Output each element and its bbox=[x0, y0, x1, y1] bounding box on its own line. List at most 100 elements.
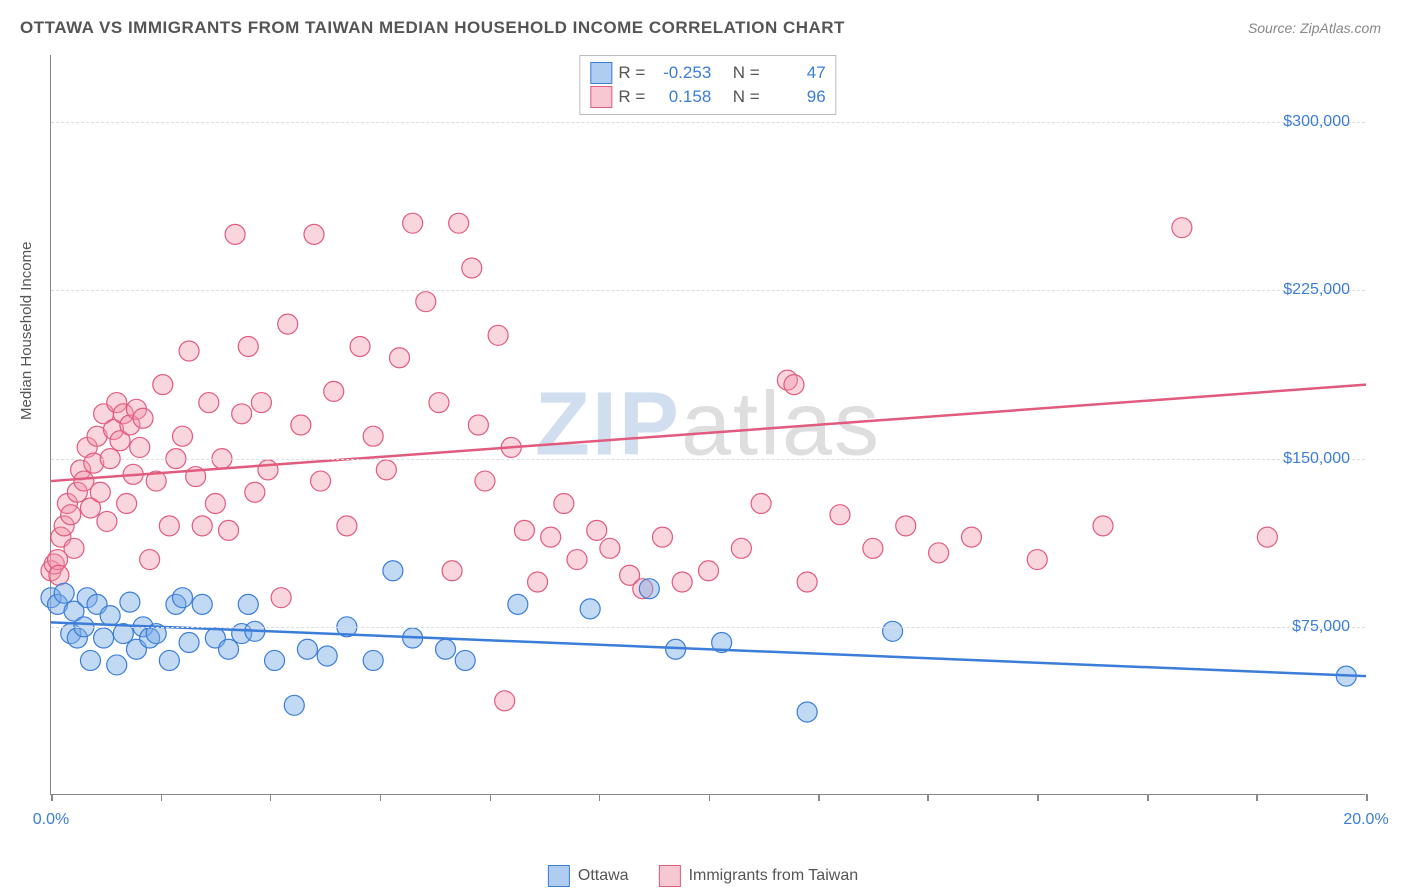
data-point bbox=[304, 224, 324, 244]
data-point bbox=[80, 650, 100, 670]
x-tick-label: 0.0% bbox=[33, 811, 69, 829]
data-point bbox=[179, 341, 199, 361]
data-point bbox=[251, 393, 271, 413]
data-point bbox=[639, 579, 659, 599]
data-point bbox=[376, 460, 396, 480]
data-point bbox=[1257, 527, 1277, 547]
data-point bbox=[324, 381, 344, 401]
data-point bbox=[205, 493, 225, 513]
data-point bbox=[383, 561, 403, 581]
x-tick bbox=[709, 794, 711, 801]
data-point bbox=[317, 646, 337, 666]
data-point bbox=[199, 393, 219, 413]
x-tick bbox=[1256, 794, 1258, 801]
data-point bbox=[238, 337, 258, 357]
data-point bbox=[797, 572, 817, 592]
y-axis-label: Median Household Income bbox=[18, 242, 35, 420]
data-point bbox=[140, 550, 160, 570]
chart-svg bbox=[51, 55, 1365, 794]
data-point bbox=[455, 650, 475, 670]
data-point bbox=[130, 437, 150, 457]
legend-swatch-0 bbox=[548, 865, 570, 887]
data-point bbox=[652, 527, 672, 547]
data-point bbox=[173, 426, 193, 446]
r-value-1: 0.158 bbox=[651, 87, 711, 107]
data-point bbox=[107, 655, 127, 675]
data-point bbox=[528, 572, 548, 592]
data-point bbox=[784, 375, 804, 395]
n-value-0: 47 bbox=[766, 63, 826, 83]
data-point bbox=[291, 415, 311, 435]
swatch-0 bbox=[590, 62, 612, 84]
data-point bbox=[1027, 550, 1047, 570]
data-point bbox=[731, 538, 751, 558]
x-tick bbox=[380, 794, 382, 801]
data-point bbox=[153, 375, 173, 395]
r-label-1: R = bbox=[618, 87, 645, 107]
x-tick-label: 20.0% bbox=[1343, 811, 1388, 829]
gridline bbox=[51, 459, 1365, 460]
gridline bbox=[51, 627, 1365, 628]
data-point bbox=[403, 213, 423, 233]
data-point bbox=[830, 505, 850, 525]
data-point bbox=[265, 650, 285, 670]
data-point bbox=[436, 639, 456, 659]
data-point bbox=[896, 516, 916, 536]
data-point bbox=[363, 650, 383, 670]
data-point bbox=[297, 639, 317, 659]
data-point bbox=[429, 393, 449, 413]
y-tick-label: $150,000 bbox=[1283, 450, 1350, 468]
data-point bbox=[97, 511, 117, 531]
data-point bbox=[797, 702, 817, 722]
data-point bbox=[468, 415, 488, 435]
n-value-1: 96 bbox=[766, 87, 826, 107]
data-point bbox=[883, 621, 903, 641]
data-point bbox=[475, 471, 495, 491]
legend-swatch-1 bbox=[659, 865, 681, 887]
data-point bbox=[495, 691, 515, 711]
chart-title: OTTAWA VS IMMIGRANTS FROM TAIWAN MEDIAN … bbox=[20, 18, 845, 38]
data-point bbox=[462, 258, 482, 278]
x-tick bbox=[1037, 794, 1039, 801]
data-point bbox=[1093, 516, 1113, 536]
gridline bbox=[51, 122, 1365, 123]
data-point bbox=[225, 224, 245, 244]
data-point bbox=[488, 325, 508, 345]
data-point bbox=[278, 314, 298, 334]
data-point bbox=[863, 538, 883, 558]
data-point bbox=[219, 639, 239, 659]
data-point bbox=[416, 292, 436, 312]
x-tick bbox=[599, 794, 601, 801]
data-point bbox=[600, 538, 620, 558]
data-point bbox=[133, 408, 153, 428]
data-point bbox=[284, 695, 304, 715]
data-point bbox=[442, 561, 462, 581]
data-point bbox=[64, 538, 84, 558]
plot-area: ZIPatlas R = -0.253 N = 47 R = 0.158 N =… bbox=[50, 55, 1365, 795]
data-point bbox=[587, 520, 607, 540]
data-point bbox=[541, 527, 561, 547]
data-point bbox=[54, 583, 74, 603]
data-point bbox=[49, 565, 69, 585]
legend-item-1: Immigrants from Taiwan bbox=[659, 865, 859, 887]
x-tick bbox=[270, 794, 272, 801]
data-point bbox=[219, 520, 239, 540]
stats-legend: R = -0.253 N = 47 R = 0.158 N = 96 bbox=[579, 55, 836, 115]
data-point bbox=[173, 588, 193, 608]
data-point bbox=[554, 493, 574, 513]
data-point bbox=[580, 599, 600, 619]
data-point bbox=[699, 561, 719, 581]
data-point bbox=[962, 527, 982, 547]
data-point bbox=[751, 493, 771, 513]
legend-label-0: Ottawa bbox=[578, 867, 629, 885]
data-point bbox=[508, 594, 528, 614]
x-tick bbox=[1366, 794, 1368, 801]
data-point bbox=[61, 505, 81, 525]
data-point bbox=[179, 633, 199, 653]
data-point bbox=[1172, 218, 1192, 238]
bottom-legend: Ottawa Immigrants from Taiwan bbox=[548, 865, 858, 887]
y-tick-label: $225,000 bbox=[1283, 281, 1350, 299]
x-tick bbox=[1147, 794, 1149, 801]
data-point bbox=[567, 550, 587, 570]
swatch-1 bbox=[590, 86, 612, 108]
